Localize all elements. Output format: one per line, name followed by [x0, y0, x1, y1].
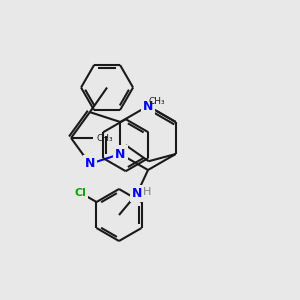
Text: CH₃: CH₃ [96, 134, 113, 142]
Text: H: H [143, 187, 151, 196]
Text: Cl: Cl [75, 188, 87, 198]
Text: N: N [132, 187, 142, 200]
Text: N: N [85, 158, 95, 170]
Text: N: N [115, 148, 125, 160]
Text: CH₃: CH₃ [148, 97, 165, 106]
Text: N: N [143, 100, 153, 112]
